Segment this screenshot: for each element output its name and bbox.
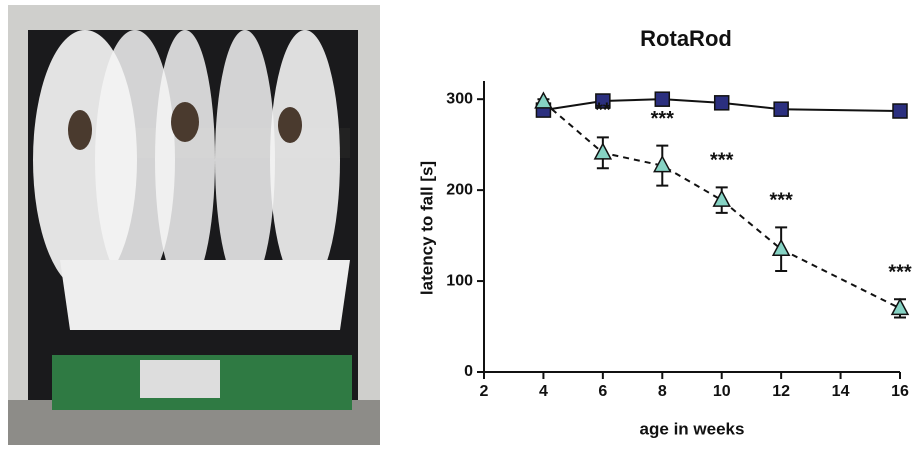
disc xyxy=(155,30,215,290)
x-tick-label: 2 xyxy=(480,383,489,400)
mouse xyxy=(171,102,199,142)
y-tick-label: 0 xyxy=(464,363,473,380)
significance-label: *** xyxy=(888,262,912,284)
y-axis-label: latency to fall [s] xyxy=(417,161,436,295)
photo xyxy=(8,5,380,445)
chart-title: RotaRod xyxy=(640,26,732,51)
display-panel xyxy=(140,360,220,398)
y-tick-label: 200 xyxy=(446,181,473,198)
point xyxy=(535,93,551,108)
lanes xyxy=(60,260,350,330)
x-tick-label: 14 xyxy=(832,383,850,400)
disc xyxy=(215,30,275,290)
significance-label: *** xyxy=(769,190,793,212)
significance-label: ** xyxy=(595,100,611,122)
point xyxy=(655,92,669,106)
mouse xyxy=(68,110,92,150)
x-tick-label: 6 xyxy=(598,383,607,400)
x-tick-label: 4 xyxy=(539,383,548,400)
point xyxy=(774,102,788,116)
x-tick-label: 10 xyxy=(713,383,731,400)
point xyxy=(715,96,729,110)
point xyxy=(773,240,789,255)
y-tick-label: 300 xyxy=(446,90,473,107)
significance-label: *** xyxy=(651,108,675,130)
significance-label: *** xyxy=(710,150,734,172)
point xyxy=(595,144,611,159)
y-tick-label: 100 xyxy=(446,272,473,289)
point xyxy=(714,191,730,206)
disc xyxy=(270,30,340,290)
x-tick-label: 8 xyxy=(658,383,667,400)
x-tick-label: 16 xyxy=(891,383,909,400)
x-axis-label: age in weeks xyxy=(640,419,745,438)
point xyxy=(893,104,907,118)
mouse xyxy=(278,107,302,143)
figure: RotaRod latency to fall [s] age in weeks… xyxy=(0,0,918,449)
x-tick-label: 12 xyxy=(772,383,790,400)
point xyxy=(892,299,908,314)
